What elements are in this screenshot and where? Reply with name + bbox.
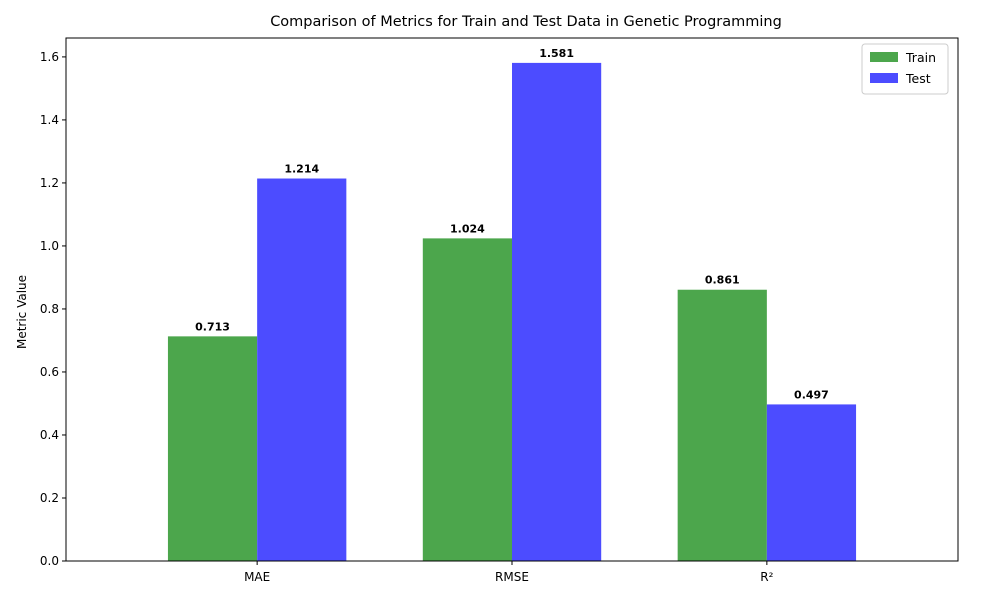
chart-title: Comparison of Metrics for Train and Test… [270, 14, 782, 30]
y-tick-label-0: 0.0 [40, 554, 59, 568]
bar-test-0 [257, 178, 347, 562]
data-label-train-0: 0.713 [195, 320, 230, 333]
bar-test-2 [766, 404, 857, 561]
bar-train-2 [677, 289, 767, 561]
y-tick-label-5: 1.0 [40, 239, 59, 253]
y-tick-label-1: 0.2 [40, 491, 59, 505]
y-tick-label-6: 1.2 [40, 176, 59, 190]
y-tick-label-8: 1.6 [40, 50, 59, 64]
series-train: 0.713 1.024 0.861 [167, 222, 767, 562]
x-tick-label-2: R² [760, 570, 773, 584]
bar-train-0 [167, 336, 258, 561]
legend-swatch-test [870, 73, 898, 83]
y-tick-label-2: 0.4 [40, 428, 59, 442]
y-axis-label: Metric Value [15, 275, 29, 349]
data-label-test-1: 1.581 [539, 47, 574, 60]
data-label-train-2: 0.861 [705, 274, 740, 287]
legend-label-test: Test [905, 71, 931, 86]
series-test: 1.214 1.581 0.497 [257, 47, 857, 562]
legend: Train Test [861, 43, 949, 95]
data-label-test-0: 1.214 [284, 163, 319, 176]
plot-area: 0.713 1.024 0.861 1.214 1.581 0.497 0.0 0.2 0.4 0… [40, 37, 959, 584]
bar-train-1 [422, 238, 512, 562]
bar-test-1 [512, 62, 602, 561]
x-tick-label-1: RMSE [495, 570, 529, 584]
y-tick-label-7: 1.4 [40, 113, 59, 127]
data-label-test-2: 0.497 [794, 388, 829, 401]
legend-swatch-train [870, 52, 898, 62]
y-tick-label-3: 0.6 [40, 365, 59, 379]
x-tick-label-0: MAE [244, 570, 270, 584]
legend-label-train: Train [905, 50, 936, 65]
y-tick-label-4: 0.8 [40, 302, 59, 316]
data-label-train-1: 1.024 [450, 222, 485, 235]
